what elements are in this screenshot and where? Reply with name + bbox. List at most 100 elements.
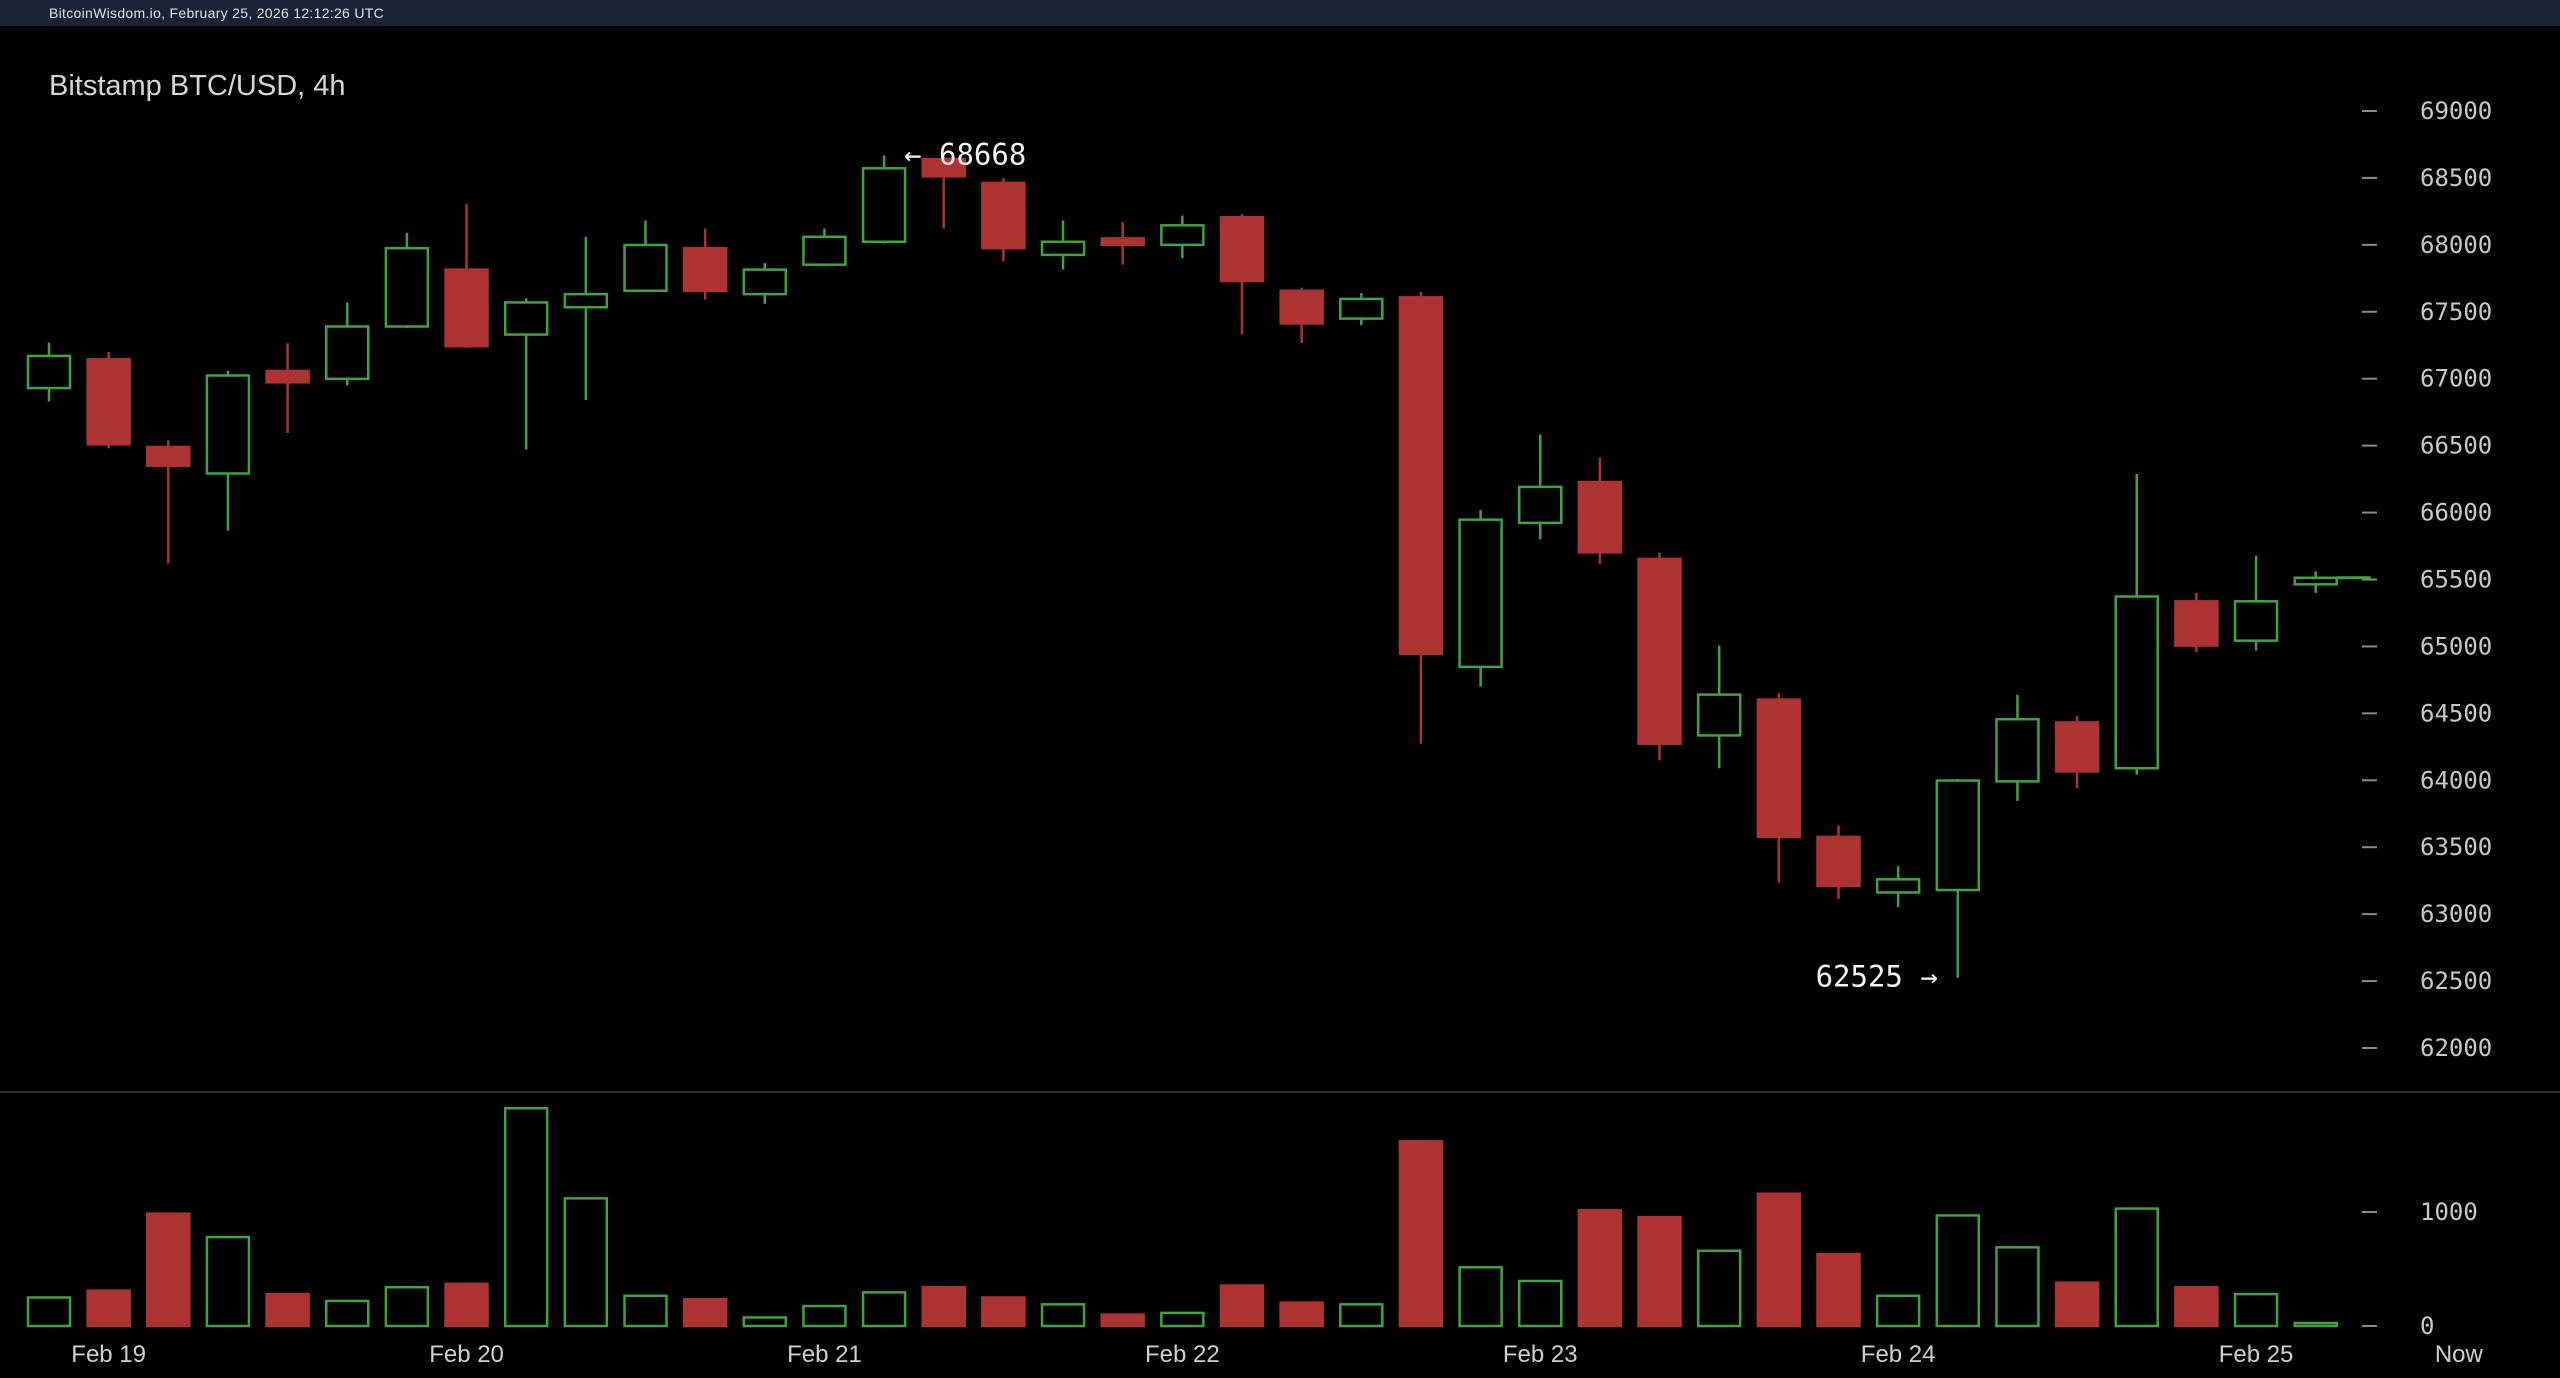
- candle-body: [2293, 576, 2338, 586]
- volume-bar: [563, 1197, 609, 1328]
- volume-bar: [384, 1285, 430, 1328]
- volume-bar: [1279, 1301, 1324, 1328]
- volume-bar: [265, 1292, 310, 1328]
- volume-bar: [1637, 1215, 1682, 1328]
- price-tick-label: 63500: [2420, 833, 2492, 861]
- candle-body: [623, 243, 668, 293]
- price-annotation: 62525 →: [1816, 960, 1938, 994]
- candle-body: [1100, 237, 1145, 247]
- candle-body: [384, 246, 430, 328]
- volume-bar: [1040, 1303, 1086, 1328]
- volume-tick-label: 1000: [2420, 1198, 2478, 1226]
- volume-bar: [86, 1289, 131, 1328]
- volume-bar: [742, 1316, 788, 1328]
- volume-bar: [1875, 1294, 1921, 1328]
- volume-bar: [1518, 1279, 1563, 1328]
- price-tick-label: 66000: [2420, 499, 2492, 527]
- candle-body: [1816, 835, 1861, 888]
- price-tick-label: 64000: [2420, 766, 2492, 794]
- status-bar-text: BitcoinWisdom.io, February 25, 2026 12:1…: [49, 5, 384, 21]
- candle-body: [1219, 216, 1265, 283]
- candle-body: [2174, 600, 2219, 647]
- volume-bar: [26, 1296, 72, 1328]
- price-tick-label: 69000: [2420, 97, 2492, 125]
- candle-body: [86, 358, 131, 446]
- candle-body: [1875, 878, 1921, 894]
- candle-body: [26, 354, 72, 390]
- candle-body: [742, 268, 788, 296]
- chart-title: Bitstamp BTC/USD, 4h: [49, 70, 346, 102]
- volume-bar: [802, 1304, 847, 1328]
- volume-bar: [1160, 1311, 1205, 1328]
- candle-body: [146, 445, 191, 467]
- candle-body: [265, 369, 310, 384]
- candle-body: [1995, 717, 2040, 783]
- volume-bar: [623, 1294, 668, 1328]
- volume-bar: [921, 1285, 966, 1328]
- candle-body: [1160, 224, 1205, 247]
- x-axis-label: Feb 21: [787, 1341, 862, 1368]
- x-axis-label: Feb 25: [2219, 1341, 2294, 1368]
- volume-bar: [1995, 1246, 2040, 1328]
- x-axis-label: Feb 19: [71, 1341, 146, 1368]
- volume-bar: [325, 1299, 370, 1328]
- volume-bar: [1398, 1140, 1444, 1328]
- volume-bar: [981, 1296, 1026, 1328]
- candle-body: [563, 292, 609, 309]
- candle-body: [921, 157, 966, 178]
- candle-body: [1637, 557, 1682, 745]
- volume-bar: [1935, 1214, 1981, 1328]
- candle-body: [1040, 240, 1086, 257]
- candle-body: [861, 167, 907, 244]
- candle-body: [1935, 779, 1981, 892]
- candle-body: [981, 181, 1026, 250]
- candle-body: [444, 268, 489, 348]
- volume-bar: [2114, 1207, 2159, 1328]
- volume-bar: [2233, 1292, 2279, 1328]
- candle-body: [325, 325, 370, 381]
- price-tick-label: 62500: [2420, 967, 2492, 995]
- volume-bar: [146, 1212, 191, 1328]
- price-annotation: ← 68668: [904, 137, 1026, 171]
- candle-body: [1398, 296, 1444, 656]
- volume-tick-label: 0: [2420, 1312, 2434, 1340]
- volume-bar: [682, 1297, 728, 1328]
- candle-body: [802, 235, 847, 266]
- candle-body: [2114, 595, 2159, 770]
- volume-bar: [444, 1282, 489, 1328]
- candle-body: [682, 246, 728, 293]
- price-tick-label: 68000: [2420, 231, 2492, 259]
- volume-bar: [1816, 1252, 1861, 1328]
- volume-bar: [2054, 1281, 2100, 1328]
- candle-body: [1756, 698, 1802, 839]
- x-axis-label: Now: [2435, 1341, 2484, 1368]
- volume-bar: [1100, 1313, 1145, 1328]
- price-tick-label: 62000: [2420, 1034, 2492, 1062]
- x-axis-label: Feb 22: [1145, 1341, 1220, 1368]
- volume-bar: [1756, 1192, 1802, 1328]
- x-axis-label: Feb 24: [1861, 1341, 1936, 1368]
- candle-body: [1458, 518, 1503, 669]
- candle-body: [2054, 721, 2100, 773]
- candle-body: [205, 374, 251, 475]
- volume-bar: [1219, 1284, 1265, 1328]
- candle-body: [1577, 480, 1623, 554]
- volume-bar: [1696, 1249, 1742, 1328]
- price-tick-label: 66500: [2420, 432, 2492, 460]
- price-tick-label: 64500: [2420, 699, 2492, 727]
- candle-body: [1279, 289, 1324, 325]
- price-tick-label: 65000: [2420, 632, 2492, 660]
- candle-body: [1696, 693, 1742, 737]
- volume-bar: [1577, 1209, 1623, 1328]
- price-tick-label: 67500: [2420, 298, 2492, 326]
- price-tick-label: 65500: [2420, 566, 2492, 594]
- price-tick-label: 63000: [2420, 900, 2492, 928]
- volume-bar: [205, 1235, 251, 1328]
- volume-bar: [503, 1107, 549, 1328]
- volume-bar: [1339, 1303, 1384, 1328]
- x-axis-label: Feb 23: [1503, 1341, 1578, 1368]
- x-axis-label: Feb 20: [429, 1341, 504, 1368]
- status-bar: BitcoinWisdom.io, February 25, 2026 12:1…: [0, 0, 2560, 26]
- candle-body: [1518, 485, 1563, 525]
